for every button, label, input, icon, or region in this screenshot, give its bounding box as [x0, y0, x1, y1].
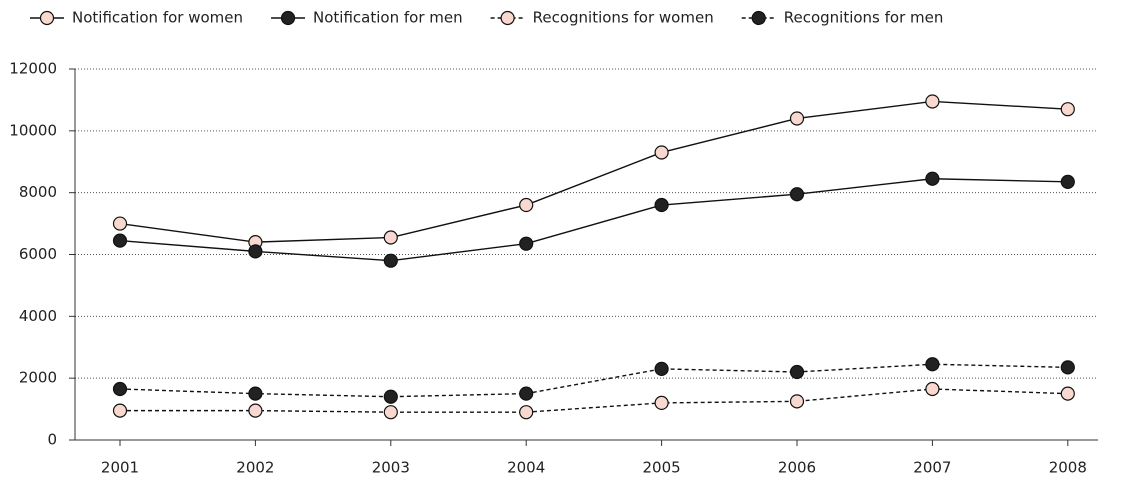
data-point — [654, 145, 669, 160]
x-tick-label: 2006 — [778, 459, 816, 477]
data-point — [383, 253, 398, 268]
data-point — [654, 197, 669, 213]
x-tick-label: 2007 — [913, 459, 951, 477]
y-tick-label: 0 — [47, 431, 57, 449]
data-point — [112, 233, 128, 248]
x-tick-label: 2002 — [236, 459, 274, 477]
data-point — [519, 197, 534, 213]
x-tick-label: 2008 — [1049, 459, 1087, 477]
legend-marker — [280, 10, 296, 26]
data-point — [1060, 386, 1075, 401]
legend-marker — [751, 10, 766, 26]
data-point — [925, 171, 940, 186]
data-point — [383, 405, 398, 420]
data-point — [1060, 360, 1075, 375]
y-tick-label: 6000 — [19, 245, 57, 263]
data-point — [383, 230, 398, 245]
data-point — [519, 236, 534, 251]
series-line — [119, 363, 1068, 398]
data-point — [654, 395, 669, 410]
data-point — [789, 111, 805, 126]
y-tick-label: 10000 — [9, 121, 57, 139]
data-point — [112, 216, 128, 231]
y-tick-label: 12000 — [9, 60, 57, 78]
x-tick-label: 2005 — [643, 459, 681, 477]
data-point — [248, 244, 263, 259]
data-point — [248, 403, 263, 418]
series-line — [120, 388, 1068, 413]
data-point — [789, 394, 805, 409]
y-tick-label: 4000 — [19, 307, 57, 325]
legend-label: Recognitions for men — [784, 9, 944, 27]
data-point — [383, 389, 398, 404]
data-point — [112, 381, 128, 397]
data-point — [1060, 174, 1075, 189]
series-line — [119, 100, 1068, 243]
legend-label: Notification for women — [72, 9, 243, 27]
data-point — [654, 361, 669, 376]
y-tick-label: 8000 — [19, 183, 57, 201]
data-point — [519, 386, 534, 401]
data-point — [789, 364, 805, 380]
data-point — [925, 357, 940, 372]
legend-marker — [500, 10, 515, 26]
data-point — [925, 381, 940, 397]
data-point — [248, 386, 263, 401]
data-point — [925, 94, 940, 109]
x-tick-label: 2004 — [507, 459, 545, 477]
legend-label: Notification for men — [313, 9, 463, 27]
data-point — [519, 405, 534, 420]
data-point — [789, 187, 805, 202]
y-tick-label: 2000 — [19, 369, 57, 387]
legend-label: Recognitions for women — [533, 9, 714, 27]
data-point — [1060, 102, 1075, 117]
legend-marker — [39, 10, 55, 26]
data-point — [112, 403, 128, 418]
x-tick-label: 2001 — [101, 459, 139, 477]
series-line — [119, 178, 1068, 262]
x-tick-label: 2003 — [372, 459, 410, 477]
